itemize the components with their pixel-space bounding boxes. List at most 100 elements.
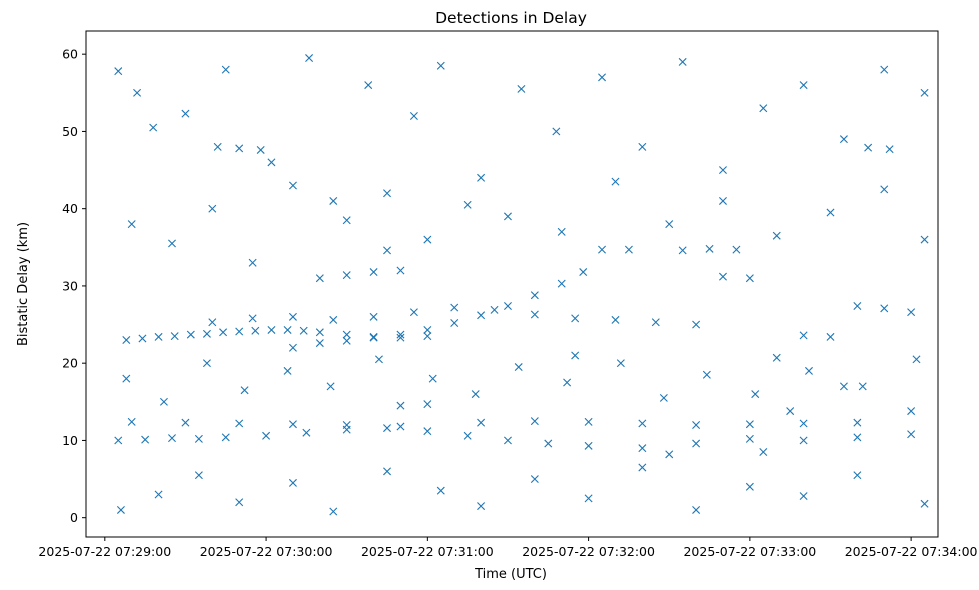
data-point xyxy=(853,302,862,311)
data-point xyxy=(864,143,873,152)
data-point xyxy=(450,319,459,328)
x-tick-label: 2025-07-22 07:32:00 xyxy=(522,544,655,559)
data-point xyxy=(826,332,835,341)
x-axis-title: Time (UTC) xyxy=(474,567,547,582)
data-point xyxy=(751,390,760,399)
plot-frame xyxy=(85,30,939,538)
data-point xyxy=(235,498,244,507)
data-point xyxy=(805,366,813,375)
data-point xyxy=(853,433,862,442)
data-point xyxy=(369,333,378,342)
data-point xyxy=(563,378,572,387)
y-tick-label: 20 xyxy=(62,356,78,371)
chart-title: Detections in Delay xyxy=(435,9,587,27)
data-point xyxy=(611,177,620,186)
data-point xyxy=(718,196,727,205)
data-point xyxy=(329,315,338,324)
data-point xyxy=(428,374,437,383)
data-point xyxy=(202,359,211,368)
data-point xyxy=(772,231,781,240)
marks-layer xyxy=(114,54,929,516)
y-axis-title: Bistatic Delay (km) xyxy=(16,222,31,346)
y-axis: 0 10 20 30 40 50 60 xyxy=(62,47,86,525)
data-point xyxy=(638,419,647,428)
data-point xyxy=(912,355,921,364)
data-point xyxy=(219,328,228,337)
data-point xyxy=(907,407,916,416)
data-point xyxy=(692,439,701,448)
data-point xyxy=(490,305,499,314)
data-point xyxy=(678,246,687,255)
data-point xyxy=(329,507,338,516)
data-point xyxy=(665,450,674,459)
data-point xyxy=(251,326,260,335)
data-point xyxy=(477,502,486,511)
data-point xyxy=(409,111,418,120)
data-point xyxy=(463,431,472,440)
data-point xyxy=(530,310,539,319)
data-point xyxy=(159,397,168,406)
data-point xyxy=(799,81,808,90)
data-point xyxy=(342,330,351,339)
data-point xyxy=(364,81,373,90)
data-point xyxy=(678,57,687,66)
data-point xyxy=(383,424,392,433)
data-point xyxy=(571,314,580,323)
data-point xyxy=(745,420,754,429)
data-point xyxy=(920,235,929,244)
data-point xyxy=(423,235,432,244)
data-point xyxy=(718,166,727,175)
data-point xyxy=(544,439,553,448)
data-point xyxy=(423,332,432,341)
data-point xyxy=(692,505,701,514)
data-point xyxy=(530,475,539,484)
data-point xyxy=(436,486,445,495)
data-point xyxy=(692,420,701,429)
data-point xyxy=(315,274,324,283)
data-point xyxy=(383,189,392,198)
data-point xyxy=(772,353,781,362)
data-point xyxy=(149,123,158,132)
data-point xyxy=(256,145,265,154)
data-point xyxy=(299,326,308,335)
data-point xyxy=(571,351,580,360)
data-point xyxy=(305,54,314,63)
data-point xyxy=(235,327,244,336)
data-point xyxy=(342,216,351,225)
y-tick-label: 30 xyxy=(62,278,78,293)
data-point xyxy=(659,393,668,402)
data-point xyxy=(267,158,276,167)
data-point xyxy=(759,104,768,113)
data-point xyxy=(208,204,217,213)
data-point xyxy=(423,325,432,334)
data-point xyxy=(584,441,593,450)
data-point xyxy=(745,482,754,491)
data-point xyxy=(514,363,523,372)
data-point xyxy=(127,417,136,426)
data-point xyxy=(920,88,929,97)
x-tick-label: 2025-07-22 07:33:00 xyxy=(683,544,816,559)
data-point xyxy=(423,400,432,409)
data-point xyxy=(186,330,195,339)
data-point xyxy=(288,181,297,190)
data-point xyxy=(383,467,392,476)
data-point xyxy=(396,330,405,339)
data-point xyxy=(383,246,392,255)
data-point xyxy=(194,471,203,480)
x-axis: 2025-07-22 07:29:00 2025-07-22 07:30:00 20… xyxy=(38,537,978,559)
data-point xyxy=(692,320,701,329)
data-point xyxy=(718,272,727,281)
data-point xyxy=(248,314,257,323)
data-point xyxy=(122,374,131,383)
data-point xyxy=(611,315,620,324)
data-point xyxy=(471,390,480,399)
data-point xyxy=(302,428,311,437)
data-point xyxy=(616,359,625,368)
data-point xyxy=(326,382,335,391)
data-point xyxy=(423,427,432,436)
data-point xyxy=(288,420,297,429)
data-point xyxy=(584,494,593,503)
data-point xyxy=(374,355,383,364)
data-point xyxy=(154,332,163,341)
